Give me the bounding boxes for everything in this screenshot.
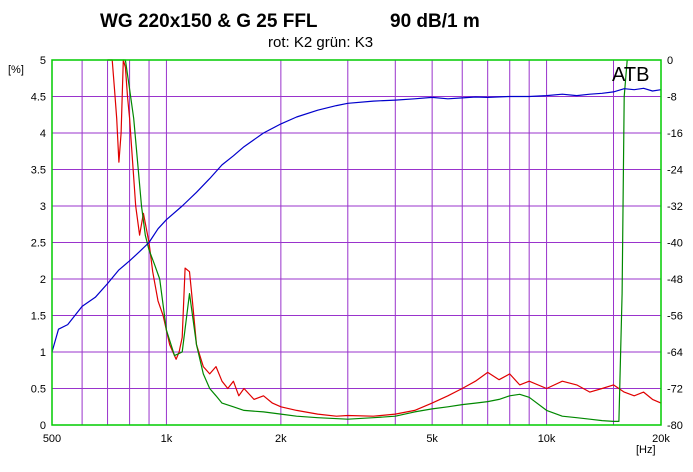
y-right-tick-label: -16 — [667, 128, 683, 140]
y-right-tick-label: -80 — [667, 420, 683, 432]
y-left-tick-label: 3.5 — [31, 165, 46, 177]
y-right-tick-label: -8 — [667, 92, 677, 104]
y-right-tick-label: -40 — [667, 238, 683, 250]
y-right-tick-label: -24 — [667, 165, 683, 177]
atb-watermark: ATB — [612, 64, 649, 86]
y-left-tick-label: 2.5 — [31, 238, 46, 250]
y-right-tick-label: -72 — [667, 384, 683, 396]
y-left-tick-label: 1 — [40, 347, 46, 359]
x-tick-label: 20k — [652, 433, 670, 445]
y-left-tick-label: 2 — [40, 274, 46, 286]
y-right-tick-label: 0 — [667, 55, 673, 67]
y-right-tick-label: -48 — [667, 274, 683, 286]
series-line-spl — [51, 87, 662, 353]
x-tick-label: 10k — [538, 433, 556, 445]
x-tick-label: 2k — [275, 433, 287, 445]
x-tick-label: 1k — [161, 433, 173, 445]
chart-subtitle: rot: K2 grün: K3 — [268, 34, 373, 51]
tick-labels: 00.511.522.533.544.55-80-72-64-56-48-40-… — [31, 55, 683, 445]
x-tick-label: 500 — [43, 433, 61, 445]
y-left-unit: [%] — [8, 64, 24, 76]
y-left-tick-label: 4.5 — [31, 92, 46, 104]
y-right-tick-label: -56 — [667, 311, 683, 323]
plot-border — [51, 59, 662, 426]
y-left-tick-label: 1.5 — [31, 311, 46, 323]
series-layer — [51, 59, 662, 422]
x-tick-label: 5k — [426, 433, 438, 445]
y-left-tick-label: 5 — [40, 55, 46, 67]
y-left-tick-label: 0 — [40, 420, 46, 432]
y-right-tick-label: -32 — [667, 201, 683, 213]
chart-title: WG 220x150 & G 25 FFL — [100, 11, 318, 32]
grid — [52, 60, 661, 425]
x-unit: [Hz] — [636, 444, 656, 456]
y-right-tick-label: -64 — [667, 347, 683, 359]
y-left-tick-label: 0.5 — [31, 384, 46, 396]
chart-title-level: 90 dB/1 m — [390, 11, 480, 32]
series-line-gr-n-k3 — [107, 59, 628, 422]
y-left-tick-label: 3 — [40, 201, 46, 213]
y-left-tick-label: 4 — [40, 128, 46, 140]
series-line-rot-k2 — [107, 59, 662, 417]
